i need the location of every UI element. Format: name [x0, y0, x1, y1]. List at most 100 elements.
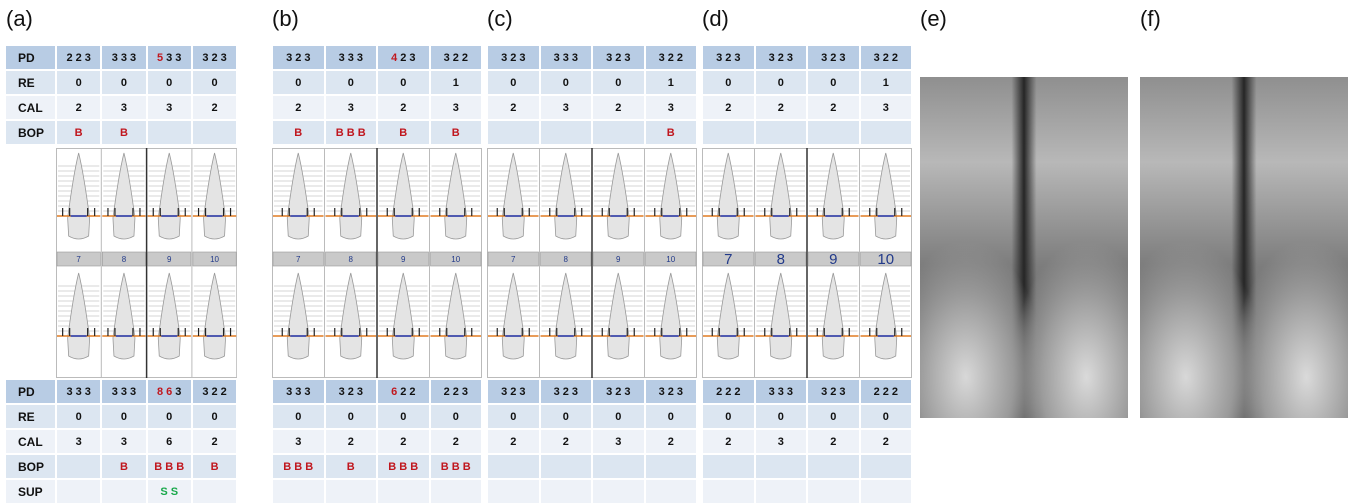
sup-cell — [487, 479, 540, 504]
pd-site: 2 — [830, 386, 836, 398]
pd-site: 3 — [85, 386, 91, 398]
cal-cell: 3 — [101, 95, 146, 120]
re-cell: 0 — [755, 70, 808, 95]
pd-cell: 323 — [807, 45, 860, 70]
pd-site: 2 — [211, 52, 217, 64]
cal-cell: 2 — [487, 429, 540, 454]
row-label: BOP — [5, 454, 56, 479]
cal-cell: 2 — [755, 95, 808, 120]
cal-cell: 2 — [377, 429, 430, 454]
bop-cell — [147, 120, 192, 145]
pd-site: 4 — [391, 52, 397, 64]
cal-cell: 2 — [702, 95, 755, 120]
tooth-diagram: 7 8 9 10 — [487, 148, 697, 378]
row-label: RE — [5, 404, 56, 429]
pd-site: 2 — [348, 386, 354, 398]
pd-cell: 323 — [487, 45, 540, 70]
pd-site: 8 — [157, 386, 163, 398]
pd-site: 2 — [295, 52, 301, 64]
pd-site: 3 — [769, 386, 775, 398]
row-label: RE — [5, 70, 56, 95]
pd-site: 3 — [175, 386, 181, 398]
re-cell: 0 — [702, 70, 755, 95]
pd-site: 3 — [821, 386, 827, 398]
pd-site: 6 — [391, 386, 397, 398]
pd-site: 3 — [76, 386, 82, 398]
pd-site: 5 — [157, 52, 163, 64]
re-cell: 0 — [540, 404, 593, 429]
pd-cell: 863 — [147, 379, 192, 404]
re-cell: 0 — [147, 404, 192, 429]
pd-site: 3 — [409, 52, 415, 64]
pd-site: 2 — [76, 52, 82, 64]
pd-site: 2 — [725, 386, 731, 398]
pd-cell: 333 — [101, 379, 146, 404]
bop-cell: B B B — [377, 454, 430, 479]
bop-cell — [192, 120, 237, 145]
re-cell: 0 — [272, 404, 325, 429]
pd-site: 2 — [453, 52, 459, 64]
cal-cell: 2 — [377, 95, 430, 120]
pd-site: 2 — [874, 386, 880, 398]
sup-cell — [702, 479, 755, 504]
tooth-number: 7 — [511, 255, 516, 264]
pd-site: 2 — [830, 52, 836, 64]
pd-site: 3 — [202, 52, 208, 64]
re-cell: 0 — [645, 404, 698, 429]
sup-cell — [540, 479, 593, 504]
pd-cell: 323 — [192, 45, 237, 70]
row-label: BOP — [5, 120, 56, 145]
re-cell: 0 — [192, 404, 237, 429]
bop-cell — [540, 454, 593, 479]
row-label: SUP — [5, 479, 56, 504]
sup-cell — [325, 479, 378, 504]
pd-site: 2 — [453, 386, 459, 398]
pd-site: 2 — [778, 52, 784, 64]
pd-site: 3 — [462, 386, 468, 398]
cal-cell: 3 — [325, 95, 378, 120]
bop-cell: B — [272, 120, 325, 145]
cal-cell: 3 — [592, 429, 645, 454]
re-cell: 0 — [487, 70, 540, 95]
re-cell: 0 — [56, 404, 101, 429]
bop-cell: B — [377, 120, 430, 145]
pd-site: 3 — [357, 386, 363, 398]
tooth-number: 10 — [666, 255, 675, 264]
pd-site: 3 — [112, 386, 118, 398]
sup-cell — [592, 479, 645, 504]
tooth-number: 8 — [122, 255, 127, 264]
pd-site: 3 — [554, 386, 560, 398]
pd-site: 2 — [615, 386, 621, 398]
bop-cell: B B B — [147, 454, 192, 479]
re-cell: 0 — [807, 404, 860, 429]
tooth-number: 7 — [76, 255, 81, 264]
pd-site: 3 — [295, 386, 301, 398]
cal-cell: 6 — [147, 429, 192, 454]
re-cell: 0 — [147, 70, 192, 95]
tooth-number: 8 — [564, 255, 569, 264]
bop-cell — [645, 454, 698, 479]
bop-cell — [487, 120, 540, 145]
pd-site: 3 — [716, 52, 722, 64]
sup-cell — [430, 479, 483, 504]
pd-site: 2 — [400, 386, 406, 398]
pd-site: 3 — [606, 386, 612, 398]
pd-site: 3 — [501, 386, 507, 398]
pd-cell: 223 — [56, 45, 101, 70]
re-cell: 1 — [430, 70, 483, 95]
pd-site: 3 — [66, 386, 72, 398]
pd-site: 2 — [883, 52, 889, 64]
tooth-number: 9 — [167, 255, 172, 264]
pd-site: 2 — [510, 386, 516, 398]
tooth-number: 9 — [616, 255, 621, 264]
cal-cell: 2 — [860, 429, 913, 454]
bop-cell: B — [101, 120, 146, 145]
cal-cell: 2 — [807, 429, 860, 454]
pd-site: 2 — [510, 52, 516, 64]
pd-cell: 323 — [540, 379, 593, 404]
pd-site: 3 — [85, 52, 91, 64]
pd-site: 3 — [821, 52, 827, 64]
